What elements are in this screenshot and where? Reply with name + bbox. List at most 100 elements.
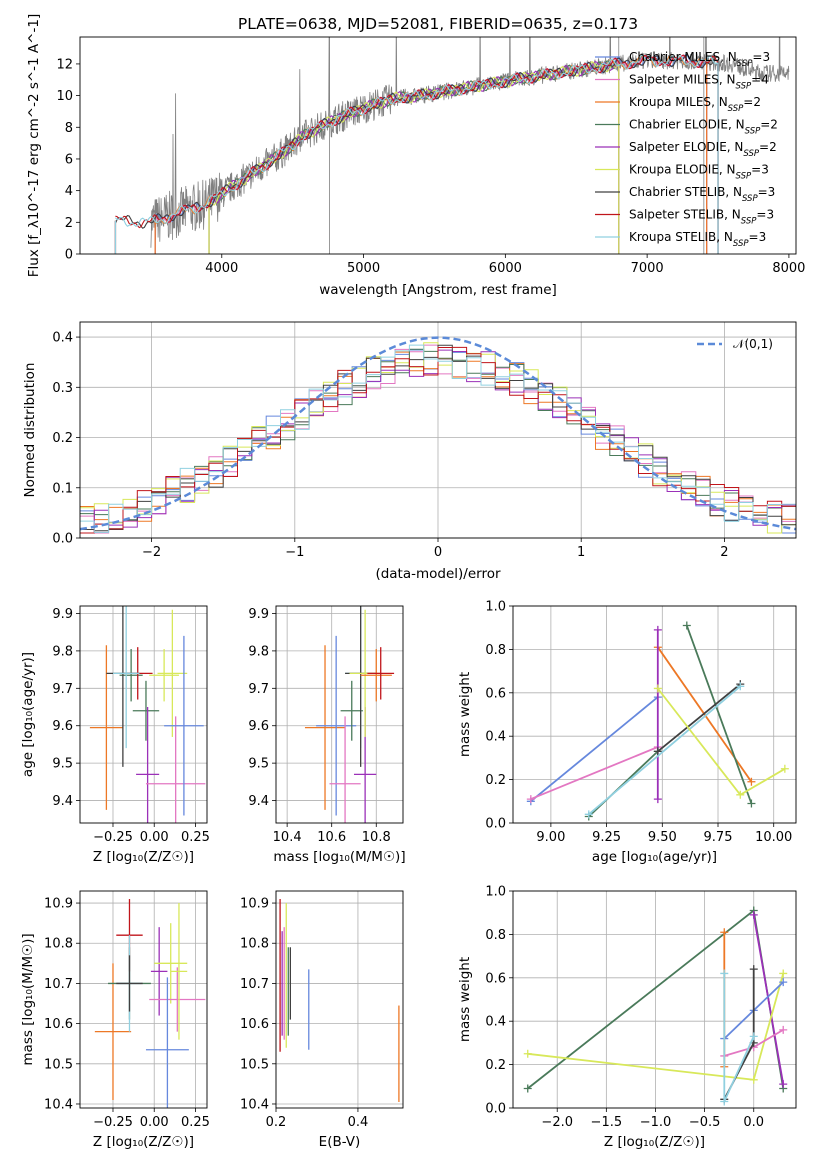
mass-weight-point (736, 790, 745, 799)
x-tick-label: 0.00 (140, 1115, 169, 1130)
y-tick-label: 8 (65, 121, 73, 136)
mass-weight-point (526, 795, 535, 804)
x-axis-label: Z [log₁₀(Z/Z☉)] (93, 849, 194, 865)
plot-area (89, 606, 206, 823)
mass-weight-point (749, 910, 758, 919)
axes-frame (79, 321, 797, 539)
age-vs-metallicity-panel: −0.25 0.00 0.25 9.4 9.5 9.6 9.7 9.8 9.9 Z [log₁₀(… (20, 605, 210, 865)
x-tick-label: 10.00 (755, 830, 792, 845)
mass-weight-point (747, 777, 756, 786)
legend-nssp: 3 (768, 185, 776, 199)
x-tick-label: 7000 (631, 261, 664, 276)
model-spectrum-line (208, 60, 618, 201)
x-tick-label: 0.25 (181, 830, 210, 845)
mass-weight-line (685, 625, 753, 804)
axes-frame (275, 890, 404, 1109)
y-tick-label: 10.9 (240, 897, 269, 912)
x-axis-label: E(B-V) (319, 1134, 361, 1150)
legend-entry-label: Salpeter STELIB, NSSP=3 (629, 208, 774, 227)
mass-vs-metallicity-panel: −0.25 0.00 0.25 10.4 10.5 10.6 10.7 10.8 10.9 Z [… (20, 890, 210, 1150)
mass-weight-point (523, 1084, 532, 1093)
y-tick-label: 9.7 (52, 682, 73, 697)
x-tick-label: 10.4 (273, 830, 302, 845)
legend-series-name: Chabrier ELODIE (629, 118, 728, 132)
x-tick-label: 6000 (489, 261, 522, 276)
x-tick-label: 0 (434, 545, 442, 560)
y-tick-label: 9.4 (248, 794, 269, 809)
x-tick-label: −1.0 (640, 1115, 672, 1130)
y-tick-label: 9.9 (52, 607, 73, 622)
y-tick-label: 10.7 (44, 977, 73, 992)
y-tick-label: 1.0 (485, 600, 506, 615)
legend-series-name: Chabrier STELIB (629, 185, 725, 199)
residual-histogram-line (80, 351, 796, 522)
y-tick-label: 9.8 (248, 644, 269, 659)
y-tick-label: 10.5 (44, 1057, 73, 1072)
mass-weight-line (657, 687, 786, 796)
mass-weight-point (720, 969, 729, 978)
mass-weight-point (779, 969, 788, 978)
mass-weight-line (657, 683, 741, 753)
mass-weight-point (749, 1075, 758, 1084)
x-tick-label: 9.50 (648, 830, 677, 845)
y-tick-label: 9.4 (52, 794, 73, 809)
mass-weight-point (720, 928, 729, 937)
x-tick-label: 0.0 (743, 1115, 764, 1130)
y-tick-label: 0.2 (485, 773, 506, 788)
legend-series-name: Salpeter ELODIE (629, 140, 727, 154)
mass-weight-point (779, 1025, 788, 1034)
mass-weight-line (723, 973, 755, 1102)
x-tick-label: 1 (577, 545, 585, 560)
y-axis-label: mass weight (457, 957, 473, 1042)
legend-entry-label: Salpeter MILES, NSSP=4 (629, 73, 769, 92)
mass-weight-vs-age-panel: 9.00 9.25 9.50 9.75 10.00 0.0 0.2 0.4 0.6 0.8 1.0 a… (457, 600, 797, 865)
y-tick-label: 1.0 (485, 885, 506, 900)
legend-entry-label: Chabrier MILES, NSSP=3 (629, 50, 770, 69)
legend-series-name: Salpeter STELIB (629, 208, 724, 222)
y-tick-label: 9.9 (248, 607, 269, 622)
mass-weight-line (752, 914, 785, 1085)
x-axis-label: age [log₁₀(age/yr)] (592, 849, 717, 865)
y-tick-label: 0.6 (485, 686, 506, 701)
plot-area (523, 906, 788, 1106)
x-axis-label: Z [log₁₀(Z/Z☉)] (93, 1134, 194, 1150)
model-spectrum-line (208, 60, 618, 204)
y-tick-label: 2 (65, 216, 73, 231)
mass-weight-point (653, 795, 662, 804)
legend-entry-label: 𝒩(0,1) (733, 337, 773, 351)
y-tick-label: 0 (65, 248, 73, 263)
x-axis-label: mass [log₁₀(M/M☉)] (273, 849, 405, 865)
legend-entry-label: Chabrier STELIB, NSSP=3 (629, 185, 775, 204)
model-spectrum-line (155, 54, 707, 225)
y-tick-label: 10.4 (44, 1097, 73, 1112)
legend-entry-label: Chabrier ELODIE, NSSP=2 (629, 118, 778, 137)
x-tick-label: 0.4 (348, 1115, 369, 1130)
y-axis-label: Normed distribution (22, 363, 38, 498)
x-tick-label: 0.25 (181, 1115, 210, 1130)
mass-weight-point (653, 684, 662, 693)
y-tick-label: 9.6 (248, 719, 269, 734)
legend-nssp: 3 (761, 163, 769, 177)
x-axis-label: wavelength [Angstrom, rest frame] (319, 282, 557, 298)
spectrum-panel: 4000 5000 6000 7000 8000024681012wavelength … (26, 14, 805, 298)
mass-weight-line (530, 696, 659, 802)
x-tick-label: 5000 (347, 261, 380, 276)
y-tick-label: 9.5 (52, 757, 73, 772)
y-axis-label: mass weight (457, 672, 473, 757)
mass-weight-line (657, 646, 753, 783)
plot-area (304, 606, 395, 823)
y-tick-label: 10.5 (240, 1057, 269, 1072)
x-tick-label: 8000 (772, 261, 805, 276)
figure-title: PLATE=0638, MJD=52081, FIBERID=0635, z=0… (238, 15, 638, 33)
y-tick-label: 9.6 (52, 719, 73, 734)
mass-weight-line (588, 685, 741, 815)
model-spectrum-line (115, 54, 718, 228)
y-tick-label: 4 (65, 184, 73, 199)
legend-nssp: 2 (753, 95, 761, 109)
mass-weight-point (749, 965, 758, 974)
x-tick-label: 0.2 (266, 1115, 287, 1130)
model-spectrum-line (154, 54, 707, 224)
legend-entry-label: Kroupa ELODIE, NSSP=3 (629, 163, 769, 182)
legend-nssp: 2 (769, 140, 777, 154)
axes-frame (79, 890, 208, 1109)
